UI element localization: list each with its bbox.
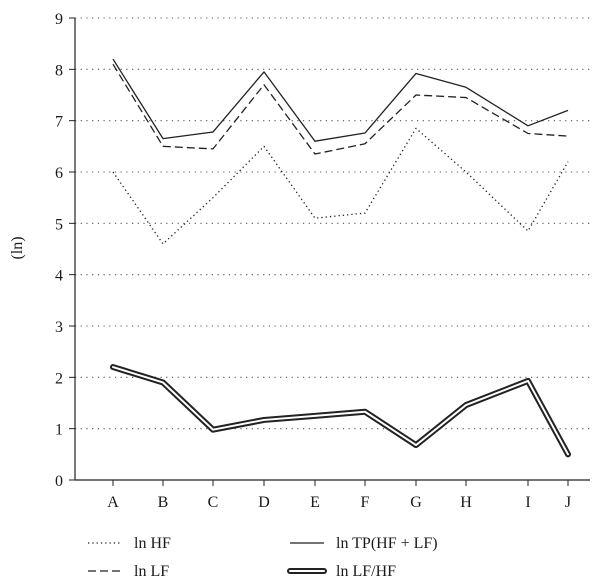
y-tick-label: 4 [55,268,63,285]
series-line-2 [112,58,569,142]
series-line-3-inner [112,366,569,456]
series-line-3-outer [110,364,571,458]
series-line-1 [112,63,569,155]
x-tick-label: E [310,494,320,511]
y-tick-label: 3 [55,319,63,336]
legend-label: ln HF [134,535,171,552]
x-tick-label: C [208,494,219,511]
x-tick-label: J [565,494,571,511]
y-tick-label: 0 [55,473,63,490]
x-tick-label: F [361,494,370,511]
series-lines [110,58,571,458]
y-tick-label: 2 [55,370,63,387]
axes: 0 1 2 3 4 5 6 7 8 9 A B C D E F G H I J [55,11,590,511]
y-tick-label: 7 [55,114,63,131]
legend-label: ln LF/HF [336,563,396,580]
y-axis-label: (ln) [9,236,26,259]
legend-label: ln LF [134,563,169,580]
legend-label: ln TP(HF + LF) [336,535,438,552]
x-tick-label: B [158,494,169,511]
horizontal-gridlines [75,17,590,430]
series-line-0 [112,127,569,245]
y-tick-label: 1 [55,422,63,439]
x-tick-label: A [107,494,119,511]
y-tick-label: 5 [55,216,63,233]
x-tick-label: I [525,494,530,511]
y-tick-label: 9 [55,11,63,28]
legend: ln HF ln LF ln TP(HF + LF) ln LF/HF [88,535,438,580]
y-tick-label: 6 [55,165,63,182]
x-tick-label: G [410,494,422,511]
y-tick-label: 8 [55,62,63,79]
x-tick-label: H [460,494,472,511]
x-tick-label: D [258,494,270,511]
